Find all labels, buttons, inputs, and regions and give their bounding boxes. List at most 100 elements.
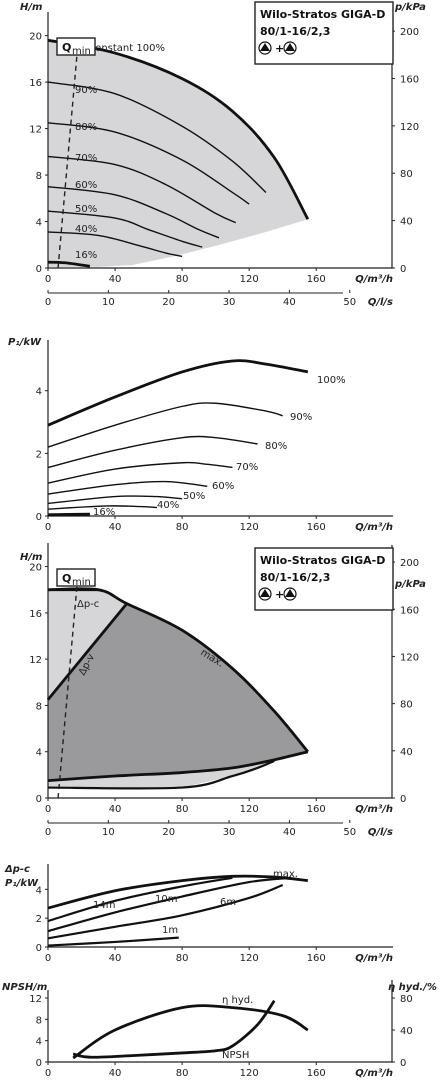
p1-percent-x-label: Q/m³/h: [355, 522, 393, 533]
hq-dp-x2-tick-label: 20: [162, 827, 175, 838]
p1-dp-x-tick-label: 160: [307, 953, 326, 964]
p1-percent-curve-label-1: 90%: [290, 412, 312, 423]
p1-percent-curve-5: [47, 495, 183, 505]
hq-percent-curve-label-3: 70%: [75, 153, 97, 164]
hq-percent-x-label: Q/m³/h: [355, 274, 393, 285]
hq-dp-qmin-box: [56, 568, 96, 587]
npsh-eta-x-label: Q/m³/h: [355, 1068, 393, 1079]
p1-percent-curve-label-6: 40%: [157, 500, 179, 511]
hq-dp-x-tick-label: 40: [109, 804, 122, 815]
hq-dp-qmin-label: Q: [62, 572, 71, 585]
hq-percent-x-tick-label: 120: [240, 274, 259, 285]
hq-dp-pump-icon-2-arrow: [285, 589, 295, 597]
hq-dp-y2-label: p/kPa: [394, 579, 426, 590]
hq-dp-x-label: Q/m³/h: [355, 804, 393, 815]
hq-dp-y2-tick-label: 40: [400, 747, 413, 758]
p1-percent-x-tick-label: 80: [176, 522, 189, 533]
hq-dp-x-tick-label: 120: [240, 804, 259, 815]
npsh-eta-y2-tick-label: 0: [400, 1058, 406, 1069]
hq-percent-x2-tick-label: 20: [162, 297, 175, 308]
hq-dp-dark-area: [48, 603, 308, 781]
hq-percent-y-tick-label: 16: [29, 78, 42, 89]
p1-dp-curve-label-1: 14m: [93, 900, 115, 911]
hq-dp-bottom-curve: [47, 759, 275, 790]
hq-dp-y-tick-label: 8: [36, 701, 42, 712]
hq-percent-y-tick-label: 20: [29, 32, 42, 43]
hq-percent-curve-label-0: n=constant 100%: [75, 43, 165, 54]
hq-dp-pump-icon-1-arrow: [260, 589, 270, 597]
hq-dp-x-tick-label: 80: [176, 804, 189, 815]
hq-percent-y-tick-label: 4: [36, 218, 42, 229]
hq-dp-x2-tick-label: 30: [223, 827, 236, 838]
npsh-eta-y2-tick-label: 80: [400, 994, 413, 1005]
p1-percent-curve-0: [47, 359, 309, 427]
hq-percent-curve-label-2: 80%: [75, 122, 97, 133]
hq-percent-curve-label-5: 50%: [75, 204, 97, 215]
hq-percent-curve-4: [47, 185, 220, 239]
p1-percent-curve-label-3: 70%: [236, 462, 258, 473]
p1-percent-curve-label-7: 16%: [93, 507, 115, 518]
hq-percent-x2-label: Q/l/s: [368, 297, 393, 308]
hq-percent-curve-0: [47, 38, 310, 220]
hq-dp-x2-tick-label: 40: [283, 827, 296, 838]
hq-percent-x-tick-label: 160: [307, 274, 326, 285]
p1-percent-curve-label-4: 60%: [212, 481, 234, 492]
p1-percent-curve-6: [47, 505, 158, 510]
p1-dp-x-tick-label: 80: [176, 953, 189, 964]
npsh-eta-y-tick-label: 12: [29, 994, 42, 1005]
p1-percent-x-tick-label: 40: [109, 522, 122, 533]
npsh-eta-npsh-curve: [72, 999, 276, 1059]
p1-percent-curve-3: [47, 461, 233, 484]
hq-percent-y-tick-label: 0: [36, 264, 42, 275]
npsh-eta-y2-label: η hyd./%: [388, 982, 437, 993]
hq-percent-curve-5: [47, 210, 203, 248]
hq-dp-title-box: [254, 547, 394, 611]
hq-percent-y2-tick-label: 160: [400, 74, 419, 85]
p1-dp-y-label-1: Δp-c: [4, 864, 30, 875]
p1-dp-y-tick-label: 2: [36, 914, 42, 925]
hq-percent-curve-3: [47, 155, 237, 224]
hq-dp-x-tick-label: 160: [307, 804, 326, 815]
hq-percent-operating-area: [48, 40, 308, 267]
hq-percent-y2-tick-label: 120: [400, 122, 419, 133]
hq-dp-y-tick-label: 12: [29, 655, 42, 666]
npsh-eta-x-tick-label: 80: [176, 1068, 189, 1079]
p1-dp-x-tick-label: 0: [45, 953, 51, 964]
hq-percent-curve-label-4: 60%: [75, 180, 97, 191]
hq-percent-qmin-sub: min: [72, 46, 91, 57]
p1-percent-y-tick-label: 2: [36, 449, 42, 460]
hq-dp-qmin-line: [57, 572, 79, 799]
hq-dp-plus-sign: +: [275, 588, 284, 601]
npsh-eta-y2-tick-label: 40: [400, 1026, 413, 1037]
hq-dp-y2-tick-label: 80: [400, 700, 413, 711]
hq-dp-title-line2: 80/1-16/2,3: [260, 571, 330, 584]
p1-percent-curve-1: [47, 402, 283, 448]
hq-percent-y-tick-label: 12: [29, 125, 42, 136]
hq-percent-curve-1: [47, 81, 267, 193]
hq-dp-x2-tick-label: 0: [45, 827, 51, 838]
hq-percent-title-line2: 80/1-16/2,3: [260, 25, 330, 38]
hq-dp-min-curve: [47, 750, 309, 783]
hq-percent-y2-label: p/kPa: [394, 2, 426, 13]
p1-dp-y-tick-label: 4: [36, 885, 42, 896]
npsh-eta-x-tick-label: 160: [307, 1068, 326, 1079]
hq-dp-x2-label: Q/l/s: [368, 827, 393, 838]
npsh-eta-npsh-label: NPSH: [222, 1050, 249, 1061]
p1-percent-curve-7: [47, 512, 90, 517]
p1-percent-curve-label-0: 100%: [317, 375, 346, 386]
hq-dp-y2-tick-label: 120: [400, 652, 419, 663]
p1-percent-x-tick-label: 120: [240, 522, 259, 533]
hq-percent-y2-tick-label: 0: [400, 264, 406, 275]
p1-dp-curve-1: [47, 876, 233, 923]
hq-percent-pump-icon-1-arrow: [260, 43, 270, 51]
hq-percent-curve-label-1: 90%: [75, 85, 97, 96]
npsh-eta-x-tick-label: 0: [45, 1068, 51, 1079]
hq-percent-curve-6: [47, 231, 183, 258]
hq-dp-x-tick-label: 0: [45, 804, 51, 815]
hq-percent-y-tick-label: 8: [36, 171, 42, 182]
p1-dp-curve-0: [47, 874, 309, 910]
hq-percent-title-line1: Wilo-Stratos GIGA-D: [260, 8, 385, 21]
hq-percent-curve-2: [47, 122, 250, 205]
p1-dp-curve-label-2: 10m: [155, 894, 177, 905]
hq-dp-y-tick-label: 4: [36, 748, 42, 759]
